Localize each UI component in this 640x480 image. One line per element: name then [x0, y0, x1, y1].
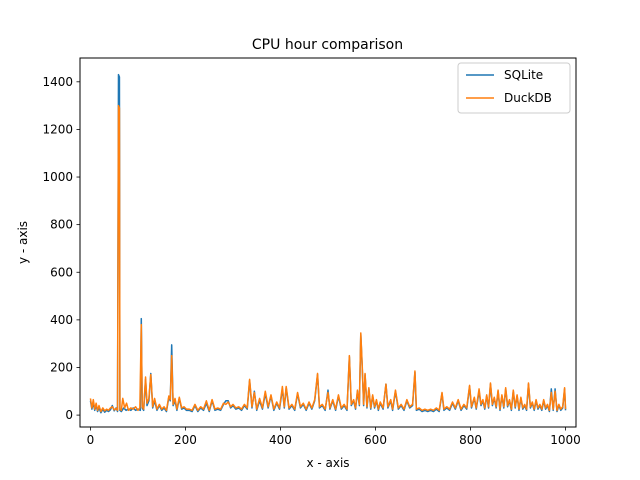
x-tick-label: 800 [459, 433, 482, 447]
x-axis-ticks: 0 200 400 600 800 1000 [87, 427, 581, 447]
y-tick-label: 1200 [42, 122, 73, 136]
legend-label-duckdb: DuckDB [504, 91, 552, 105]
y-tick-label: 800 [50, 218, 73, 232]
plot-frame [79, 57, 577, 428]
y-axis-ticks: 0 200 400 600 800 1000 1200 1400 [42, 75, 80, 422]
x-tick-label: 600 [364, 433, 387, 447]
y-axis-label: y - axis [16, 221, 30, 264]
legend: SQLite DuckDB [457, 62, 571, 114]
x-tick-label: 1000 [550, 433, 581, 447]
legend-label-sqlite: SQLite [504, 68, 543, 82]
series-line-sqlite [89, 73, 567, 414]
x-tick-label: 400 [269, 433, 292, 447]
y-tick-label: 200 [50, 360, 73, 374]
x-tick-label: 0 [87, 433, 95, 447]
y-tick-label: 1000 [42, 170, 73, 184]
y-tick-label: 0 [65, 408, 73, 422]
chart-title: CPU hour comparison [252, 37, 403, 53]
x-axis-label: x - axis [306, 456, 349, 470]
y-tick-label: 600 [50, 265, 73, 279]
y-tick-label: 400 [50, 313, 73, 327]
y-tick-label: 1400 [42, 75, 73, 89]
x-tick-label: 200 [174, 433, 197, 447]
series-line-duckdb [89, 104, 567, 413]
